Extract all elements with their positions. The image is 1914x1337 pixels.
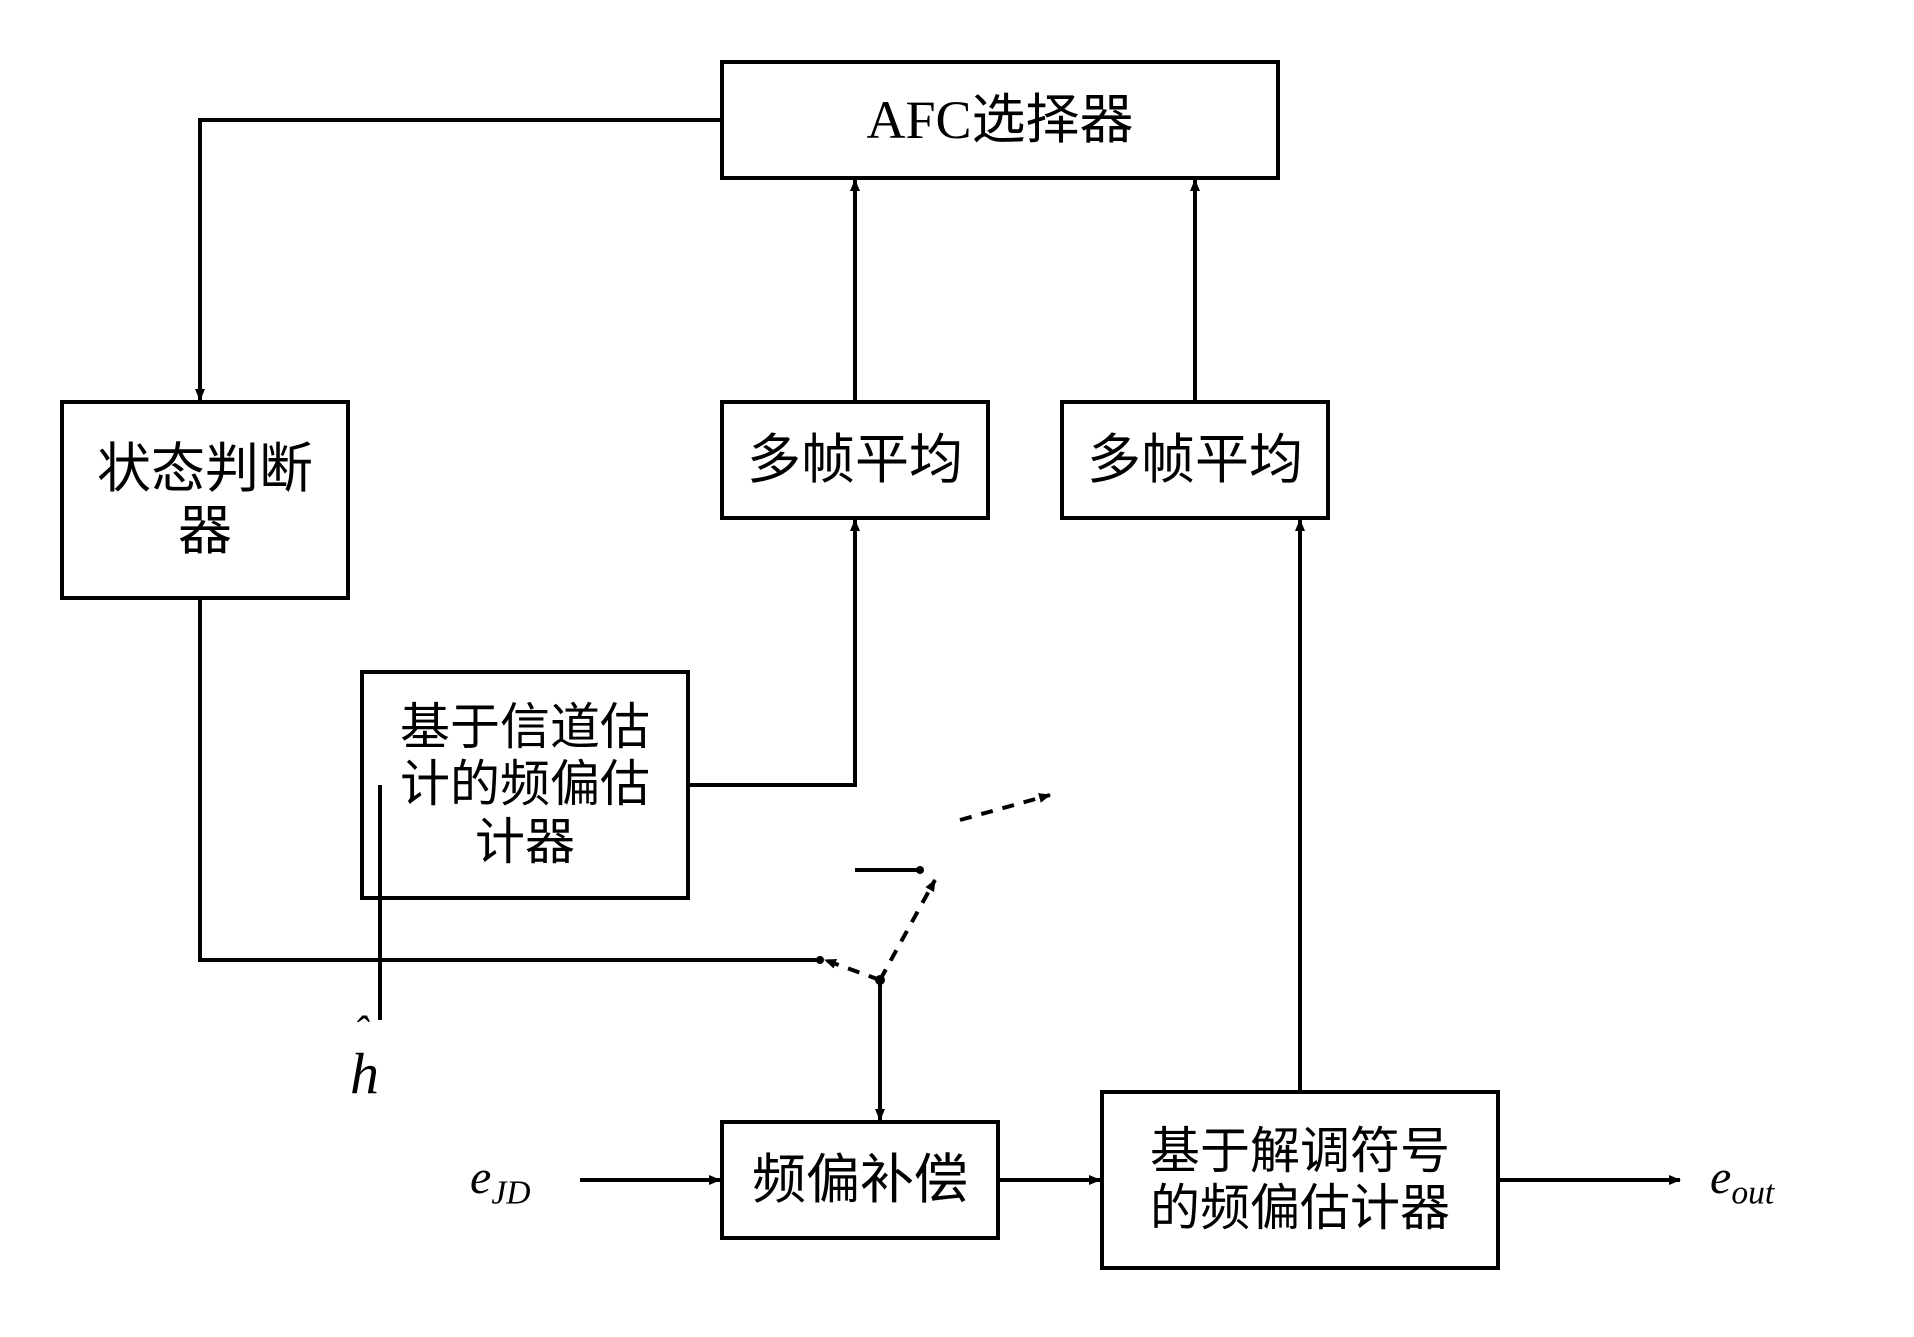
switch-dashed-out <box>960 795 1050 820</box>
multiframe-avg-right-label: 多帧平均 <box>1087 429 1303 491</box>
multiframe-avg-left-box: 多帧平均 <box>720 400 990 520</box>
state-judge-box: 状态判断 器 <box>60 400 350 600</box>
switch-contact-upper <box>916 866 924 874</box>
multiframe-avg-right-box: 多帧平均 <box>1060 400 1330 520</box>
channel-est-freq-box: 基于信道估 计的频偏估 计器 <box>360 670 690 900</box>
switch-arm-lower <box>825 960 880 980</box>
switch-contact-lower <box>816 956 824 964</box>
state-judge-label: 状态判断 器 <box>97 438 313 562</box>
demod-sym-est-label: 基于解调符号 的频偏估计器 <box>1150 1123 1450 1238</box>
demod-sym-est-box: 基于解调符号 的频偏估计器 <box>1100 1090 1500 1270</box>
multiframe-avg-left-label: 多帧平均 <box>747 429 963 491</box>
e-jd-label: eJD <box>470 1150 530 1213</box>
switch-pivot <box>875 975 885 985</box>
channel-est-freq-label: 基于信道估 计的频偏估 计器 <box>400 699 650 872</box>
switch-arm-upper <box>880 880 935 980</box>
freq-comp-box: 频偏补偿 <box>720 1120 1000 1240</box>
afc-selector-label: AFC选择器 <box>866 89 1133 151</box>
e-out-label: eout <box>1710 1150 1774 1213</box>
afc-selector-box: AFC选择器 <box>720 60 1280 180</box>
edge-afc-to-state <box>200 120 720 400</box>
h-hat-label: hˆ <box>350 1040 379 1107</box>
freq-comp-label: 频偏补偿 <box>752 1149 968 1211</box>
edge-chan-to-mfl <box>690 520 855 785</box>
